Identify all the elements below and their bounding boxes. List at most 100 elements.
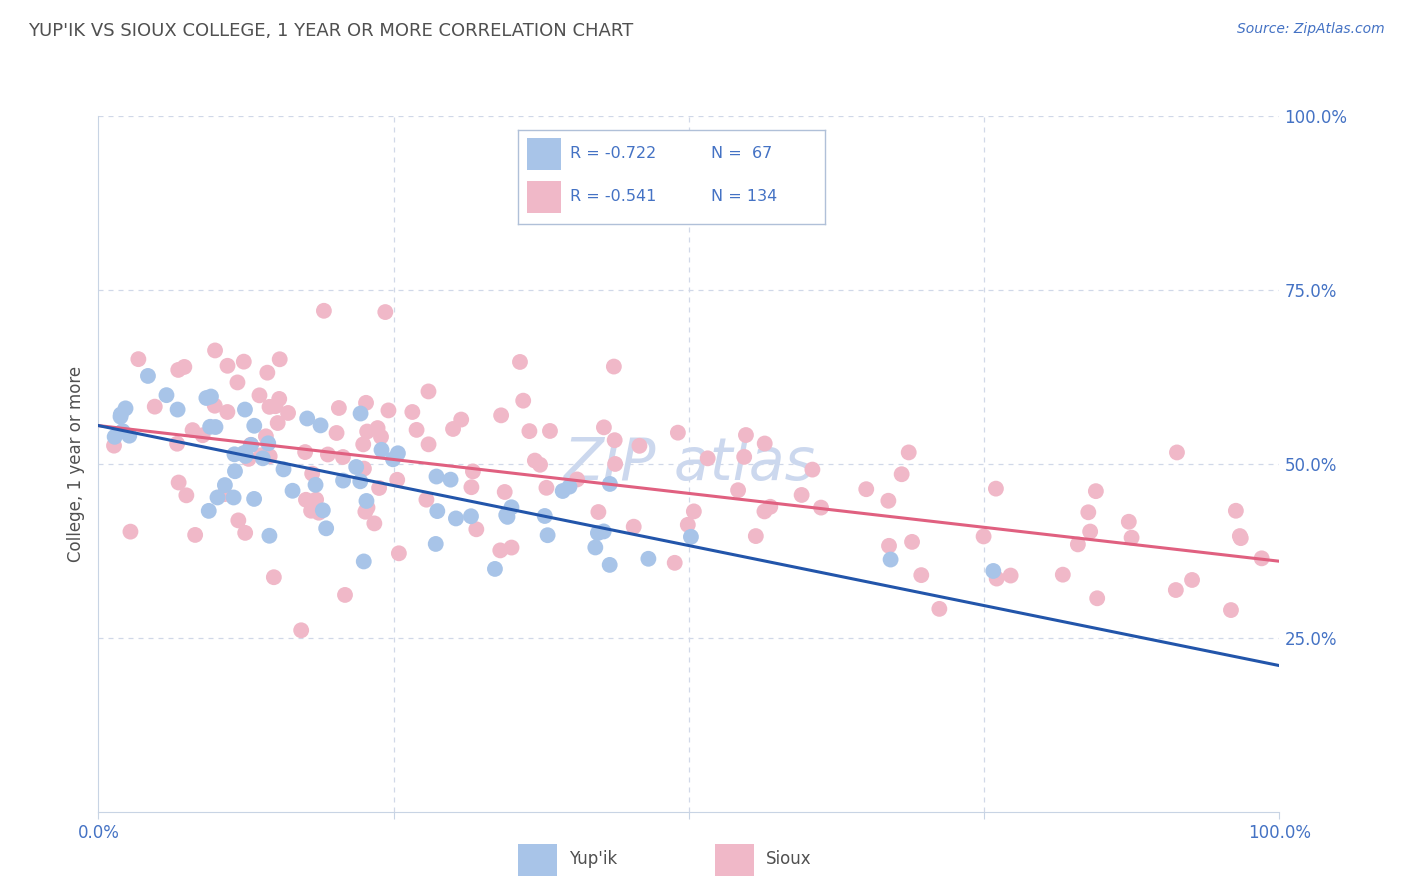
Point xyxy=(484,562,506,576)
Point xyxy=(305,492,328,507)
Point xyxy=(1118,515,1140,529)
Point xyxy=(250,448,273,462)
Point xyxy=(269,352,291,367)
Point xyxy=(316,448,339,462)
Point xyxy=(249,388,271,402)
Point xyxy=(538,424,561,438)
Point xyxy=(387,473,409,487)
Point xyxy=(536,528,558,542)
Point xyxy=(256,366,278,380)
Point xyxy=(243,418,266,433)
Point xyxy=(349,407,371,421)
Point xyxy=(363,516,385,531)
Point xyxy=(252,451,274,466)
Text: Yup'ik: Yup'ik xyxy=(569,849,617,868)
Point xyxy=(666,425,689,440)
Point xyxy=(1229,531,1251,545)
Point xyxy=(523,453,546,467)
Point xyxy=(879,552,901,566)
Point xyxy=(232,446,254,460)
Point xyxy=(1225,504,1247,518)
Point xyxy=(558,480,581,494)
Point xyxy=(1000,568,1022,582)
Point xyxy=(401,405,423,419)
Point xyxy=(450,412,472,426)
Point xyxy=(1250,551,1272,566)
Point xyxy=(727,483,749,498)
Point xyxy=(114,401,136,416)
Point xyxy=(897,445,920,459)
Point xyxy=(855,482,877,496)
Point xyxy=(439,473,461,487)
Point xyxy=(204,343,226,358)
Point xyxy=(257,436,280,450)
Point xyxy=(184,528,207,542)
Point xyxy=(214,478,236,492)
Point xyxy=(460,509,482,524)
Point xyxy=(173,359,195,374)
Point xyxy=(259,400,281,414)
Point xyxy=(254,429,277,443)
Point xyxy=(501,541,523,555)
Point xyxy=(637,551,659,566)
Point xyxy=(233,525,256,540)
Text: Source: ZipAtlas.com: Source: ZipAtlas.com xyxy=(1237,22,1385,37)
Point xyxy=(461,464,484,478)
Point xyxy=(1181,573,1204,587)
Point xyxy=(928,602,950,616)
Point xyxy=(315,521,337,535)
Point xyxy=(120,524,142,539)
Point xyxy=(354,505,377,519)
Point xyxy=(565,472,588,486)
Point xyxy=(299,504,322,518)
Point xyxy=(356,500,378,515)
Text: N = 134: N = 134 xyxy=(711,188,778,203)
Point xyxy=(388,546,411,560)
Point xyxy=(243,491,266,506)
Text: YUP'IK VS SIOUX COLLEGE, 1 YEAR OR MORE CORRELATION CHART: YUP'IK VS SIOUX COLLEGE, 1 YEAR OR MORE … xyxy=(28,22,633,40)
Point xyxy=(441,422,464,436)
Point xyxy=(308,506,330,520)
Point xyxy=(754,436,776,450)
Point xyxy=(1078,524,1101,539)
Point xyxy=(332,474,354,488)
Point xyxy=(370,442,392,457)
Point xyxy=(382,452,405,467)
Point xyxy=(623,519,645,533)
Point xyxy=(143,400,166,414)
Point xyxy=(267,416,290,430)
Point xyxy=(222,491,245,505)
Point xyxy=(349,475,371,489)
Point xyxy=(353,554,375,568)
Point xyxy=(1229,529,1251,543)
Point xyxy=(370,430,392,444)
Point xyxy=(352,437,374,451)
Bar xyxy=(517,844,557,876)
Point xyxy=(733,450,755,464)
Point xyxy=(181,423,204,437)
Point xyxy=(536,481,558,495)
Text: R = -0.722: R = -0.722 xyxy=(569,146,657,161)
Point xyxy=(759,500,782,514)
Point xyxy=(118,428,141,442)
Point xyxy=(333,588,356,602)
Point xyxy=(679,530,702,544)
Point xyxy=(696,451,718,466)
Point xyxy=(605,457,627,471)
Point xyxy=(127,352,149,367)
Point xyxy=(263,570,285,584)
Point xyxy=(204,399,226,413)
Point xyxy=(599,558,621,572)
Point xyxy=(509,355,531,369)
Point xyxy=(529,458,551,472)
Point xyxy=(328,401,350,415)
Point xyxy=(496,509,519,524)
Point xyxy=(599,477,621,491)
Point xyxy=(217,359,239,373)
Point xyxy=(195,391,218,405)
Text: N =  67: N = 67 xyxy=(711,146,772,161)
Point xyxy=(387,446,409,460)
Point xyxy=(332,450,354,464)
Point xyxy=(240,438,263,452)
Point xyxy=(489,409,512,423)
